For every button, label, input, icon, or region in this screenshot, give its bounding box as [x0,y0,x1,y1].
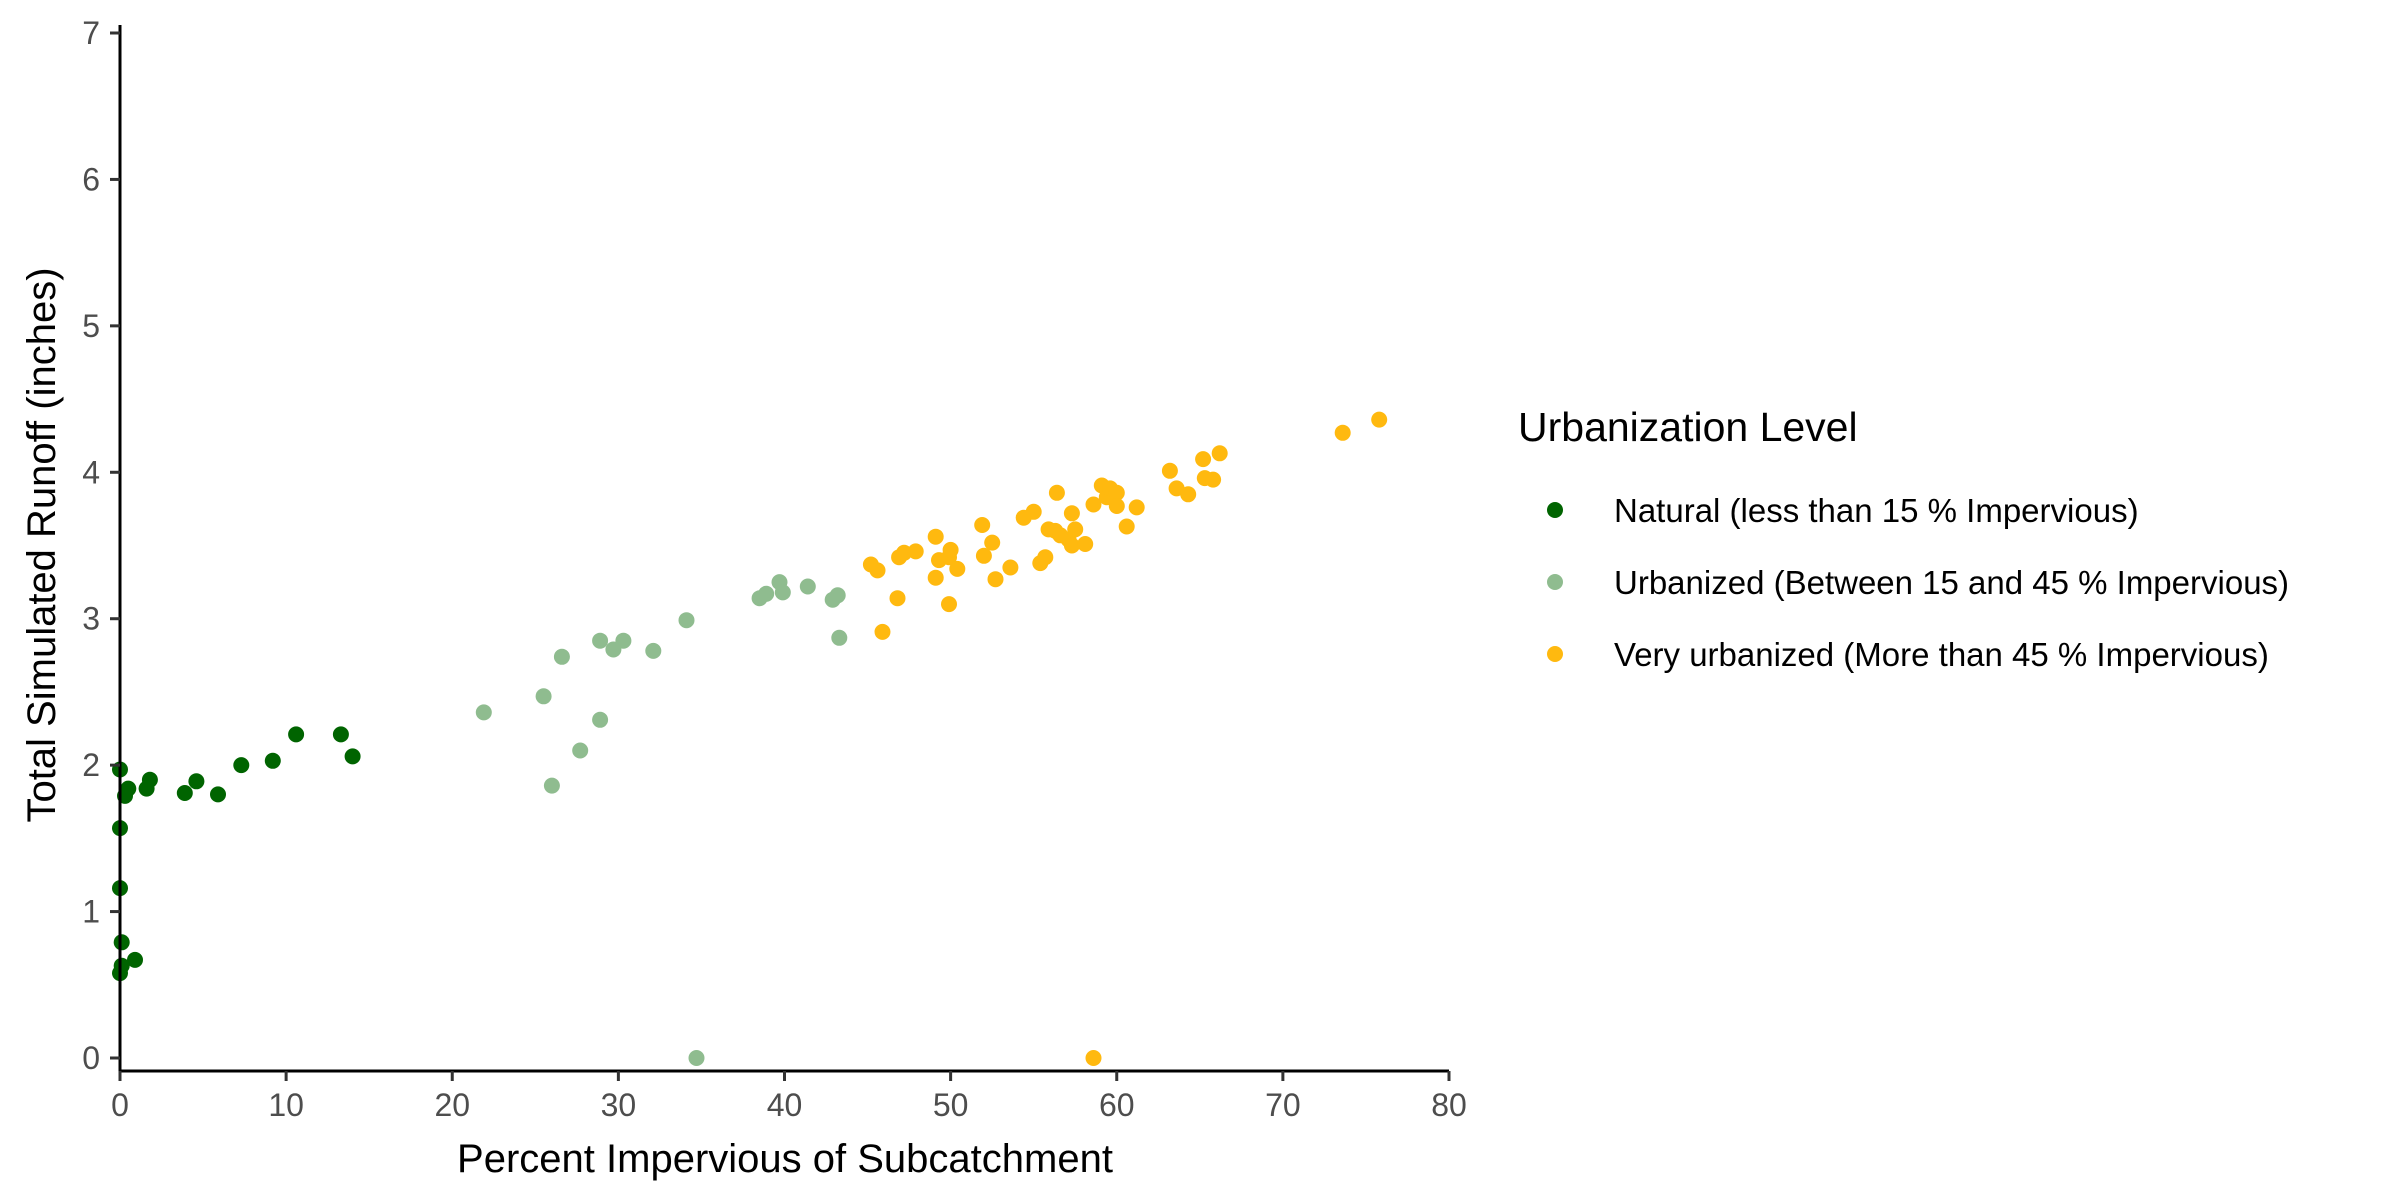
data-point [678,612,695,629]
y-tick-label: 4 [82,454,100,490]
data-point [688,1050,705,1066]
data-point [1334,424,1351,441]
data-point [120,780,137,797]
data-point [1085,496,1102,513]
data-point [543,777,560,794]
data-point [774,584,791,601]
data-point [1108,498,1125,514]
data-point [758,585,775,602]
legend-label: Very urbanized (More than 45 % Imperviou… [1614,636,2269,673]
data-point [615,632,632,649]
y-tick-label: 0 [82,1040,100,1076]
data-point [1161,462,1178,479]
x-tick-label: 0 [111,1087,129,1123]
data-point [1371,411,1388,428]
data-point [1063,537,1080,554]
data-point [874,623,891,640]
data-point [1063,505,1080,522]
y-tick-label: 5 [82,308,100,344]
data-point [829,587,846,604]
x-tick-label: 50 [933,1087,969,1123]
data-point [987,571,1004,588]
data-point [949,560,966,577]
data-point [113,957,130,974]
data-point [799,578,816,595]
data-point [210,786,226,803]
x-tick-label: 70 [1265,1087,1301,1123]
data-point [896,544,913,561]
x-tick-label: 10 [268,1087,304,1123]
data-point [984,534,1001,551]
legend-key [1547,646,1563,662]
data-point [288,726,305,743]
data-point [869,562,886,579]
legend-title: Urbanization Level [1518,404,1858,450]
data-point [113,934,130,951]
data-point [1128,499,1145,516]
data-point [233,757,250,774]
data-point [592,711,609,728]
data-point [1067,521,1084,538]
data-point [889,590,906,607]
data-point [1025,503,1042,520]
data-point [974,517,991,533]
data-point [831,629,848,646]
data-point [927,569,944,586]
y-axis-ticks: 0 1 2 3 4 5 6 7 [82,15,120,1076]
data-point [927,528,944,545]
legend-label: Natural (less than 15 % Impervious) [1614,492,2139,529]
data-point [942,541,959,558]
y-tick-label: 7 [82,15,100,51]
data-point [176,785,193,801]
data-point [1180,486,1197,503]
data-point [1205,471,1222,488]
data-point [1118,518,1135,535]
x-tick-label: 30 [601,1087,637,1123]
data-point [188,773,205,790]
data-point [535,688,552,705]
data-point [592,632,609,649]
data-point [141,771,158,788]
y-tick-label: 6 [82,161,100,197]
legend-key [1547,574,1563,590]
data-point [127,951,143,968]
data-point [344,748,361,765]
data-point [572,742,589,759]
data-point [1002,559,1019,576]
data-point [645,642,662,659]
y-tick-label: 2 [82,747,100,783]
y-tick-label: 3 [82,601,100,637]
x-tick-label: 20 [434,1087,470,1123]
data-point [1085,1050,1102,1066]
points-layer [112,411,1388,1066]
x-tick-label: 60 [1099,1087,1135,1123]
x-tick-label: 80 [1431,1087,1467,1123]
data-point [941,596,957,613]
legend-items: Natural (less than 15 % Impervious) Urban… [1547,492,2289,673]
x-tick-label: 40 [767,1087,803,1123]
data-point [907,543,924,560]
data-point [332,726,349,743]
legend: Urbanization Level Natural (less than 15… [1518,404,2289,673]
data-point [1195,451,1212,468]
data-point [553,648,570,665]
x-axis-title: Percent Impervious of Subcatchment [457,1137,1113,1181]
data-point [1211,445,1228,462]
data-point [264,752,281,769]
x-axis-ticks: 0 10 20 30 40 50 60 70 80 [111,1071,1467,1123]
data-point [975,547,992,564]
legend-key [1547,502,1563,518]
legend-label: Urbanized (Between 15 and 45 % Imperviou… [1614,564,2289,601]
y-tick-label: 1 [82,894,100,930]
data-point [1077,536,1094,552]
y-axis-title: Total Simulated Runoff (inches) [20,267,64,822]
data-point [1108,484,1125,501]
data-point [1037,549,1054,566]
data-point [1048,484,1065,501]
data-point [475,704,492,721]
